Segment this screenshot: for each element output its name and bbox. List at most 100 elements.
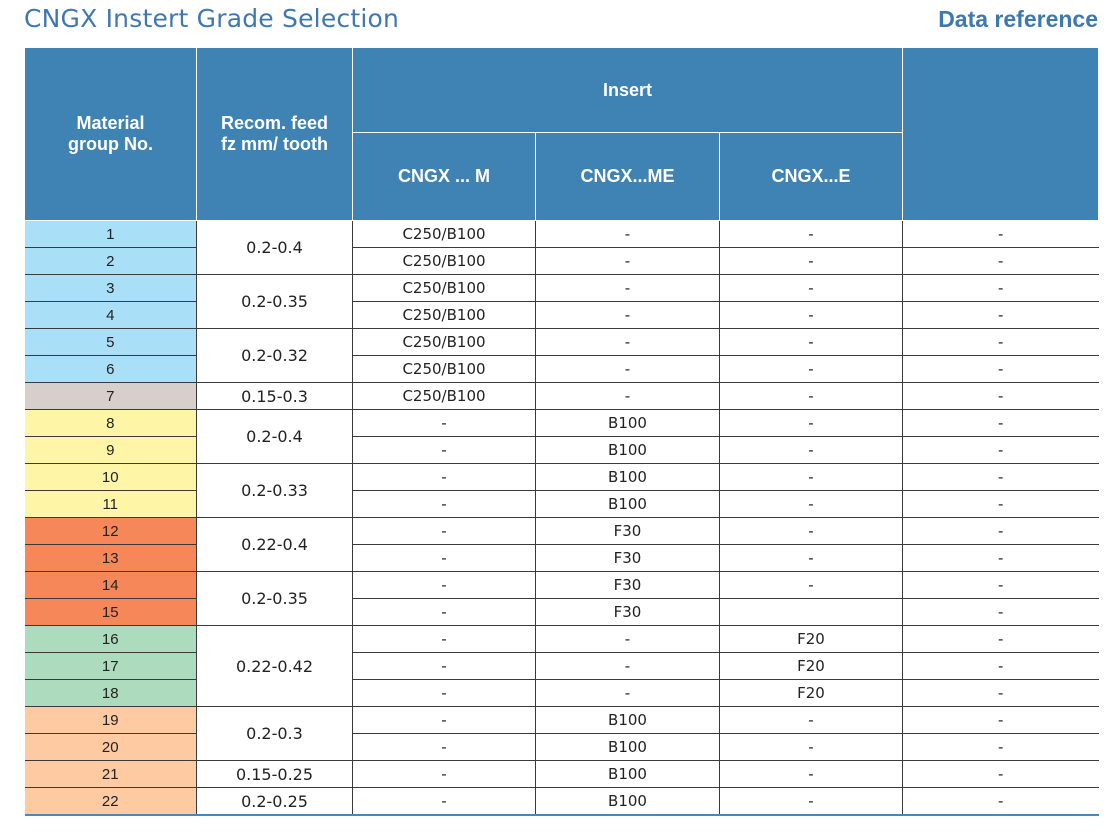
extra-cell: - bbox=[902, 598, 1099, 626]
feed-cell: 0.2-0.32 bbox=[196, 328, 353, 383]
table-row: 10 0.2-0.33- B100- - bbox=[24, 463, 1099, 518]
feed-cell: 0.15-0.3 bbox=[196, 382, 353, 410]
extra-cell: - bbox=[902, 490, 1099, 518]
extra-cell: - bbox=[902, 355, 1099, 383]
insert-cngx-me-cell: - bbox=[535, 328, 720, 356]
insert-cngx-e-cell: - bbox=[718, 517, 903, 545]
material-group-cell: 22 bbox=[24, 787, 197, 816]
material-group-cell: 8 bbox=[24, 409, 197, 437]
table-row: 3 0.2-0.35 C250/B100- - - bbox=[24, 274, 1099, 329]
insert-cngx-me-cell: B100 bbox=[535, 733, 720, 761]
insert-cngx-e-cell: F20 bbox=[718, 625, 903, 653]
insert-cngx-m-cell: C250/B100 bbox=[352, 328, 536, 356]
table-row: 9- B100- - bbox=[24, 436, 1099, 464]
insert-cngx-e-cell: - bbox=[718, 247, 903, 275]
table-row: 19 0.2-0.3- B100- - bbox=[24, 706, 1099, 761]
insert-cngx-e-cell: - bbox=[718, 490, 903, 518]
material-group-cell: 7 bbox=[24, 382, 197, 410]
table-row: 11- B100- - bbox=[24, 490, 1099, 518]
insert-cngx-e-cell: F20 bbox=[718, 652, 903, 680]
insert-cngx-e-cell: - bbox=[718, 463, 903, 491]
insert-cngx-e-cell: - bbox=[718, 301, 903, 329]
insert-cngx-me-cell: - bbox=[535, 355, 720, 383]
header-extra bbox=[902, 47, 1100, 221]
insert-cngx-me-cell: - bbox=[535, 274, 720, 302]
extra-cell: - bbox=[902, 571, 1099, 599]
insert-cngx-me-cell: B100 bbox=[535, 760, 720, 788]
extra-cell: - bbox=[902, 247, 1099, 275]
extra-cell: - bbox=[902, 625, 1099, 653]
insert-cngx-m-cell: - bbox=[352, 463, 536, 491]
table-row: 7 0.15-0.3 C250/B100- - - bbox=[24, 382, 1099, 410]
table-row: 8 0.2-0.4- B100- - bbox=[24, 409, 1099, 464]
insert-cngx-m-cell: C250/B100 bbox=[352, 382, 536, 410]
insert-cngx-m-cell: C250/B100 bbox=[352, 247, 536, 275]
extra-cell: - bbox=[902, 706, 1099, 734]
insert-cngx-e-cell: - bbox=[718, 571, 903, 599]
insert-cngx-m-cell: - bbox=[352, 760, 536, 788]
insert-cngx-m-cell: - bbox=[352, 517, 536, 545]
material-group-cell: 11 bbox=[24, 490, 197, 518]
table-body: 1 0.2-0.4 C250/B100- - -2 C250/B100- - -3 0.2-0.… bbox=[24, 220, 1099, 816]
insert-cngx-me-cell: - bbox=[535, 382, 720, 410]
grade-selection-table: Material group No. Recom. feed fz mm/ to… bbox=[24, 47, 1100, 816]
insert-cngx-m-cell: C250/B100 bbox=[352, 220, 536, 248]
extra-cell: - bbox=[902, 463, 1099, 491]
table-row: 6 C250/B100- - - bbox=[24, 355, 1099, 383]
material-group-cell: 3 bbox=[24, 274, 197, 302]
material-group-cell: 21 bbox=[24, 760, 197, 788]
insert-cngx-e-cell: - bbox=[718, 409, 903, 437]
insert-cngx-m-cell: - bbox=[352, 436, 536, 464]
insert-cngx-m-cell: C250/B100 bbox=[352, 301, 536, 329]
material-group-cell: 4 bbox=[24, 301, 197, 329]
insert-cngx-me-cell: B100 bbox=[535, 409, 720, 437]
insert-cngx-m-cell: C250/B100 bbox=[352, 355, 536, 383]
header-cngx-e: CNGX...E bbox=[718, 132, 904, 221]
table-row: 5 0.2-0.32 C250/B100- - - bbox=[24, 328, 1099, 383]
table-row: 21 0.15-0.25- B100- - bbox=[24, 760, 1099, 788]
insert-cngx-m-cell: - bbox=[352, 598, 536, 626]
material-group-cell: 16 bbox=[24, 625, 197, 653]
extra-cell: - bbox=[902, 787, 1099, 816]
insert-cngx-e-cell: - bbox=[718, 328, 903, 356]
insert-cngx-m-cell: - bbox=[352, 652, 536, 680]
table-row: 14 0.2-0.35- F30- - bbox=[24, 571, 1099, 626]
material-group-cell: 2 bbox=[24, 247, 197, 275]
insert-cngx-me-cell: F30 bbox=[535, 571, 720, 599]
extra-cell: - bbox=[902, 760, 1099, 788]
extra-cell: - bbox=[902, 436, 1099, 464]
insert-cngx-e-cell: - bbox=[718, 787, 903, 816]
insert-cngx-me-cell: - bbox=[535, 679, 720, 707]
insert-cngx-e-cell: - bbox=[718, 274, 903, 302]
extra-cell: - bbox=[902, 544, 1099, 572]
material-group-cell: 10 bbox=[24, 463, 197, 491]
material-group-cell: 18 bbox=[24, 679, 197, 707]
insert-cngx-me-cell: F30 bbox=[535, 544, 720, 572]
insert-cngx-e-cell: - bbox=[718, 382, 903, 410]
table-row: 1 0.2-0.4 C250/B100- - - bbox=[24, 220, 1099, 275]
extra-cell: - bbox=[902, 382, 1099, 410]
insert-cngx-e-cell: F20 bbox=[718, 679, 903, 707]
extra-cell: - bbox=[902, 328, 1099, 356]
material-group-cell: 9 bbox=[24, 436, 197, 464]
insert-cngx-m-cell: - bbox=[352, 679, 536, 707]
material-group-cell: 6 bbox=[24, 355, 197, 383]
material-group-cell: 5 bbox=[24, 328, 197, 356]
insert-cngx-m-cell: - bbox=[352, 490, 536, 518]
insert-cngx-me-cell: B100 bbox=[535, 436, 720, 464]
insert-cngx-e-cell: - bbox=[718, 733, 903, 761]
insert-cngx-me-cell: B100 bbox=[535, 490, 720, 518]
material-group-cell: 1 bbox=[24, 220, 197, 248]
extra-cell: - bbox=[902, 274, 1099, 302]
insert-cngx-e-cell: - bbox=[718, 706, 903, 734]
insert-cngx-m-cell: - bbox=[352, 625, 536, 653]
insert-cngx-me-cell: B100 bbox=[535, 463, 720, 491]
table-row: 12 0.22-0.4- F30- - bbox=[24, 517, 1099, 572]
feed-cell: 0.22-0.42 bbox=[196, 625, 353, 707]
insert-cngx-me-cell: B100 bbox=[535, 706, 720, 734]
insert-cngx-m-cell: C250/B100 bbox=[352, 274, 536, 302]
feed-cell: 0.2-0.33 bbox=[196, 463, 353, 518]
material-group-cell: 12 bbox=[24, 517, 197, 545]
material-group-cell: 20 bbox=[24, 733, 197, 761]
extra-cell: - bbox=[902, 517, 1099, 545]
